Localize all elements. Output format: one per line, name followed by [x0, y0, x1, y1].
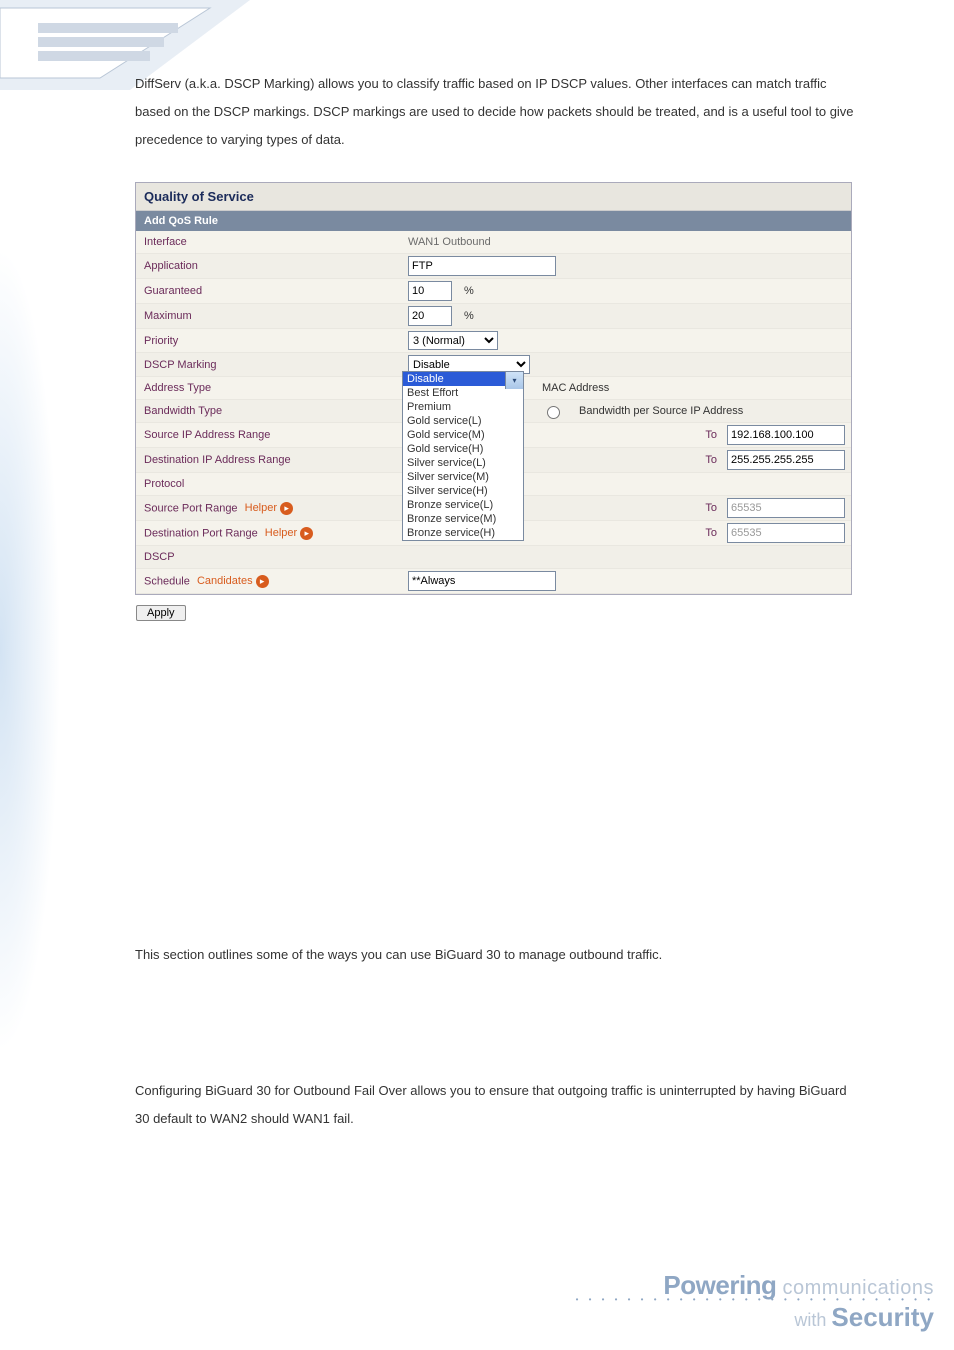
dscp-option[interactable]: Gold service(H) [403, 442, 523, 456]
label-address-type: Address Type [136, 379, 402, 397]
dscp-option[interactable]: Silver service(L) [403, 456, 523, 470]
label-schedule: Schedule Candidates ▸ [136, 572, 402, 591]
chevron-down-icon[interactable]: ▾ [505, 372, 523, 389]
qos-title: Quality of Service [136, 183, 851, 211]
label-guaranteed: Guaranteed [136, 282, 402, 300]
label-src-ip: Source IP Address Range [136, 426, 402, 444]
dscp-option[interactable]: Bronze service(H) [403, 526, 523, 540]
dscp-option[interactable]: Bronze service(M) [403, 512, 523, 526]
dst-ip-to-label: To [705, 454, 717, 466]
label-dscp-marking: DSCP Marking [136, 356, 402, 374]
helper-icon[interactable]: ▸ [256, 575, 269, 588]
label-application: Application [136, 257, 402, 275]
src-ip-to-label: To [705, 429, 717, 441]
label-priority: Priority [136, 332, 402, 350]
label-src-port: Source Port Range Helper ▸ [136, 499, 402, 518]
priority-select[interactable]: 3 (Normal) [408, 331, 498, 350]
dst-port-to-label: To [705, 527, 717, 539]
intro-text: DiffServ (a.k.a. DSCP Marking) allows yo… [135, 70, 854, 154]
schedule-input[interactable] [408, 571, 556, 591]
bandwidth-persrc-label: Bandwidth per Source IP Address [579, 405, 743, 417]
maximum-input[interactable] [408, 306, 452, 326]
dscp-option[interactable]: Silver service(H) [403, 484, 523, 498]
src-port-helper-link[interactable]: Helper [245, 502, 277, 514]
helper-icon[interactable]: ▸ [300, 527, 313, 540]
guaranteed-suffix: % [464, 285, 474, 297]
application-input[interactable] [408, 256, 556, 276]
schedule-candidates-link[interactable]: Candidates [197, 575, 253, 587]
dst-port-helper-link[interactable]: Helper [265, 527, 297, 539]
value-interface: WAN1 Outbound [408, 236, 491, 248]
dscp-option[interactable]: Bronze service(L) [403, 498, 523, 512]
src-ip-to-input[interactable] [727, 425, 845, 445]
label-bandwidth-type: Bandwidth Type [136, 402, 402, 420]
qos-subtitle: Add QoS Rule [136, 211, 851, 231]
footer-with: with [794, 1310, 831, 1330]
helper-icon[interactable]: ▸ [280, 502, 293, 515]
label-protocol: Protocol [136, 475, 402, 493]
footer-wordmark: Powering communications • • • • • • • • … [576, 1272, 934, 1330]
bandwidth-persrc-radio[interactable] [547, 406, 560, 419]
label-interface: Interface [136, 233, 402, 251]
dscp-option[interactable]: Gold service(L) [403, 414, 523, 428]
maximum-suffix: % [464, 310, 474, 322]
dscp-option[interactable]: Premium [403, 400, 523, 414]
failover-text: Configuring BiGuard 30 for Outbound Fail… [135, 1077, 854, 1133]
dscp-option[interactable]: Silver service(M) [403, 470, 523, 484]
dscp-option[interactable]: Gold service(M) [403, 428, 523, 442]
dscp-marking-dropdown-open: ▾ DisableBest EffortPremiumGold service(… [402, 371, 524, 541]
label-dscp: DSCP [136, 548, 402, 566]
label-dst-port: Destination Port Range Helper ▸ [136, 524, 402, 543]
footer-security: Security [831, 1302, 934, 1332]
qos-panel: Quality of Service Add QoS Rule Interfac… [135, 182, 852, 595]
src-port-to-label: To [705, 502, 717, 514]
apply-button[interactable]: Apply [136, 605, 186, 621]
guaranteed-input[interactable] [408, 281, 452, 301]
src-port-to-input[interactable] [727, 498, 845, 518]
label-dst-ip: Destination IP Address Range [136, 451, 402, 469]
dst-port-to-input[interactable] [727, 523, 845, 543]
dst-ip-to-input[interactable] [727, 450, 845, 470]
address-type-mac-label: MAC Address [542, 382, 609, 394]
label-maximum: Maximum [136, 307, 402, 325]
outbound-intro-text: This section outlines some of the ways y… [135, 941, 854, 969]
